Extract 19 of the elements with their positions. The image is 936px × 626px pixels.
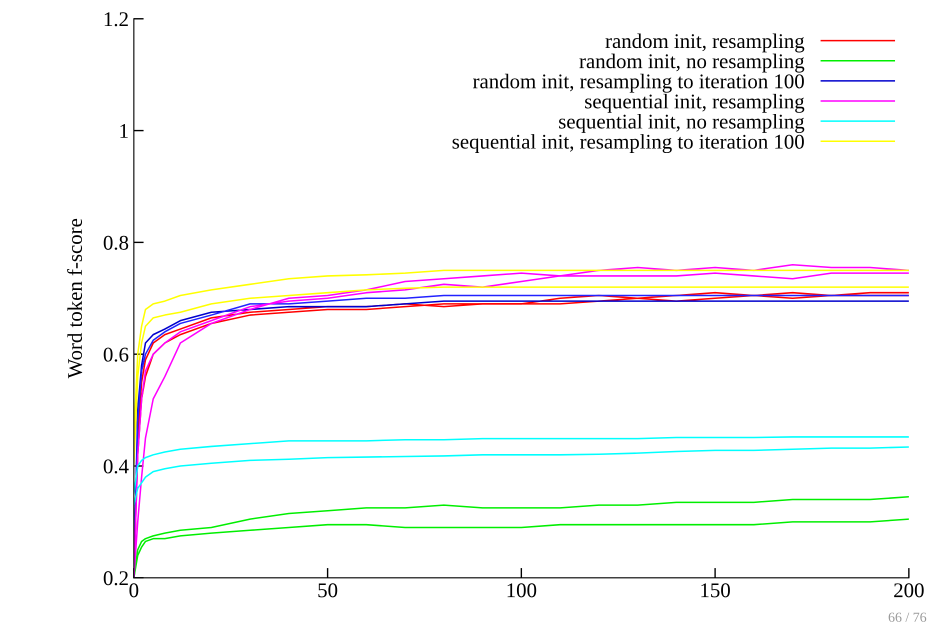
legend-label: random init, resampling — [605, 33, 804, 52]
x-tick-label: 50 — [318, 583, 338, 598]
x-tick-label: 200 — [894, 583, 924, 598]
y-tick-label: 0.6 — [104, 348, 128, 362]
text: 66 / 76 — [888, 612, 926, 622]
x-tick-label: 150 — [701, 583, 730, 598]
y-axis-title: Word token f-score — [67, 218, 82, 378]
y-tick-label: 0.4 — [104, 459, 129, 474]
legend-label: sequential init, resampling to iteration 100 — [452, 134, 804, 154]
legend-label: sequential init, resampling — [585, 94, 804, 113]
y-tick-label: 0.2 — [104, 571, 128, 586]
y-tick-label: 1 — [120, 124, 128, 138]
x-tick-label: 100 — [508, 583, 536, 598]
legend-label: sequential init, no resampling — [559, 114, 804, 133]
y-tick-label: 1.2 — [104, 12, 128, 26]
legend-label: random init, resampling to iteration 100 — [472, 74, 804, 93]
legend-label: random init, no resampling — [579, 54, 804, 73]
x-tick-label: 0 — [129, 583, 138, 598]
y-tick-label: 0.8 — [104, 236, 128, 250]
